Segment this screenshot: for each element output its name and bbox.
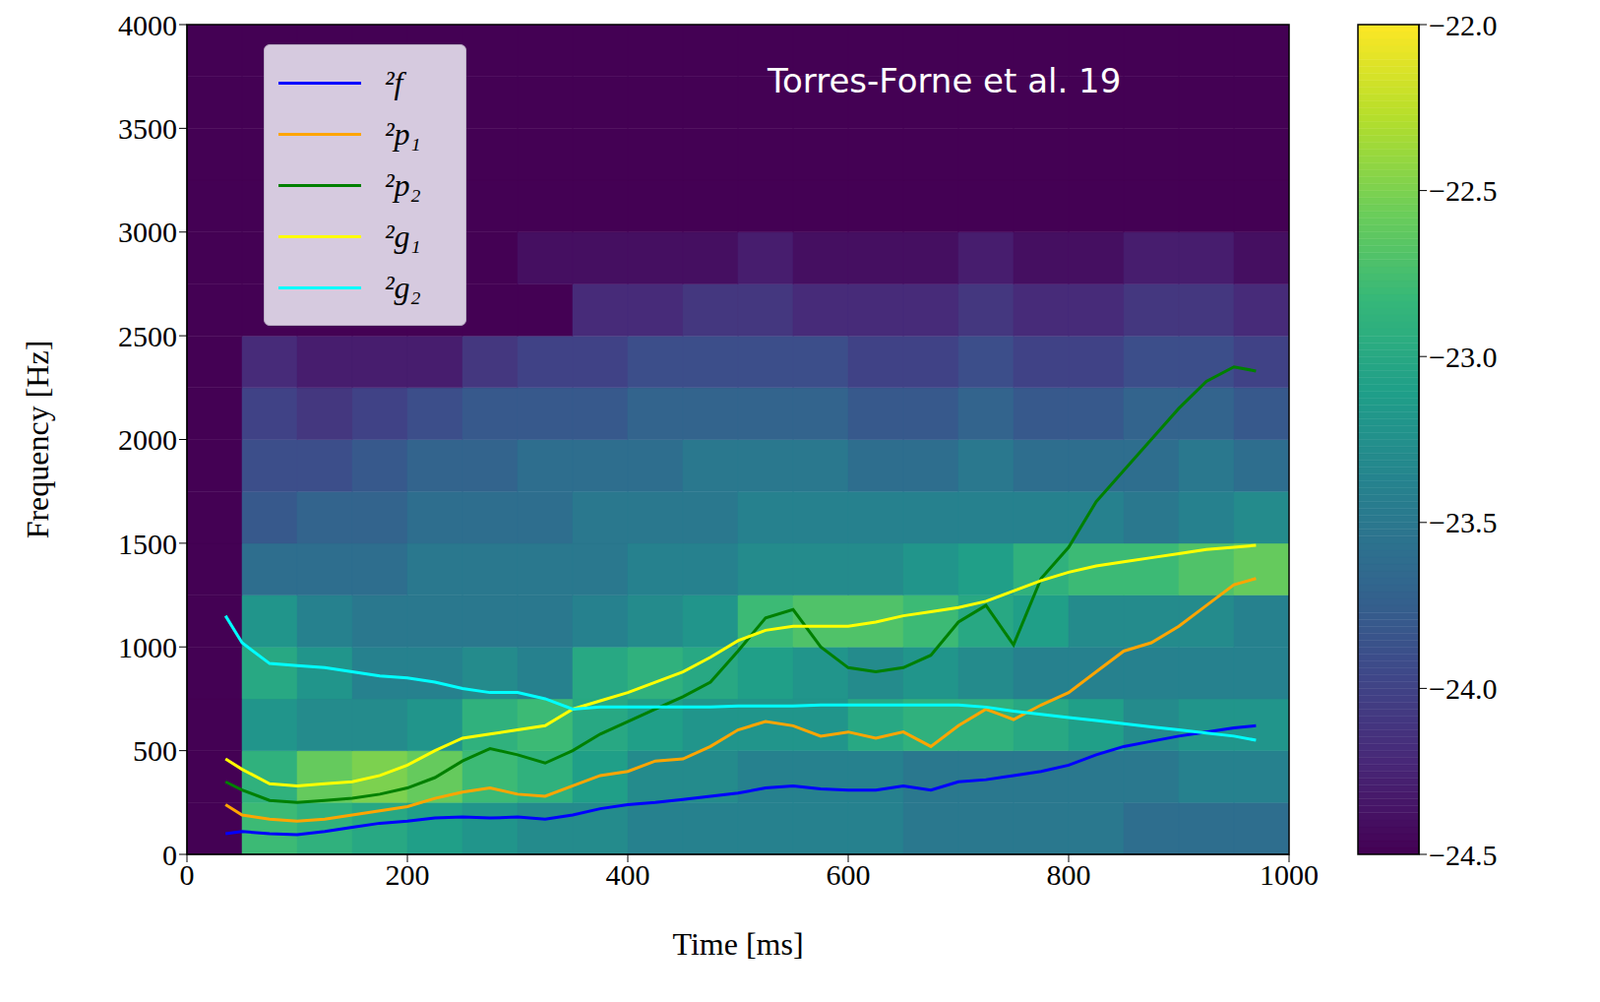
html-text:²g₂: ²g₂ — [384, 269, 421, 305]
svg-text:1000: 1000 — [1259, 858, 1319, 891]
svg-text:−24.5: −24.5 — [1428, 838, 1497, 871]
html-text:Torres-Forne et al. 19: Torres-Forne et al. 19 — [767, 61, 1122, 101]
svg-text:0: 0 — [162, 838, 178, 871]
html-text:²f: ²f — [384, 64, 403, 100]
svg-text:2000: 2000 — [118, 423, 178, 456]
svg-text:2500: 2500 — [118, 319, 178, 353]
svg-text:1500: 1500 — [118, 527, 178, 560]
html-text:²p₁: ²p₁ — [384, 115, 421, 152]
svg-text:200: 200 — [385, 858, 431, 891]
svg-text:1000: 1000 — [118, 630, 178, 664]
svg-text:3500: 3500 — [118, 112, 178, 145]
svg-text:4000: 4000 — [118, 8, 178, 42]
svg-text:−22.0: −22.0 — [1428, 8, 1497, 42]
svg-text:0: 0 — [180, 858, 195, 891]
html-text:²p₂: ²p₂ — [384, 166, 421, 203]
html-text:²g₁: ²g₁ — [384, 217, 421, 254]
svg-text:−23.5: −23.5 — [1428, 505, 1497, 539]
svg-text:−23.0: −23.0 — [1428, 340, 1497, 373]
svg-text:600: 600 — [826, 858, 871, 891]
svg-text:400: 400 — [606, 858, 651, 891]
svg-text:Time [ms]: Time [ms] — [672, 925, 803, 962]
svg-text:−22.5: −22.5 — [1428, 174, 1497, 207]
svg-text:−24.0: −24.0 — [1428, 672, 1497, 705]
svg-text:800: 800 — [1046, 858, 1092, 891]
svg-text:Frequency [Hz]: Frequency [Hz] — [19, 340, 56, 540]
svg-text:500: 500 — [132, 734, 178, 767]
svg-text:3000: 3000 — [118, 215, 178, 248]
